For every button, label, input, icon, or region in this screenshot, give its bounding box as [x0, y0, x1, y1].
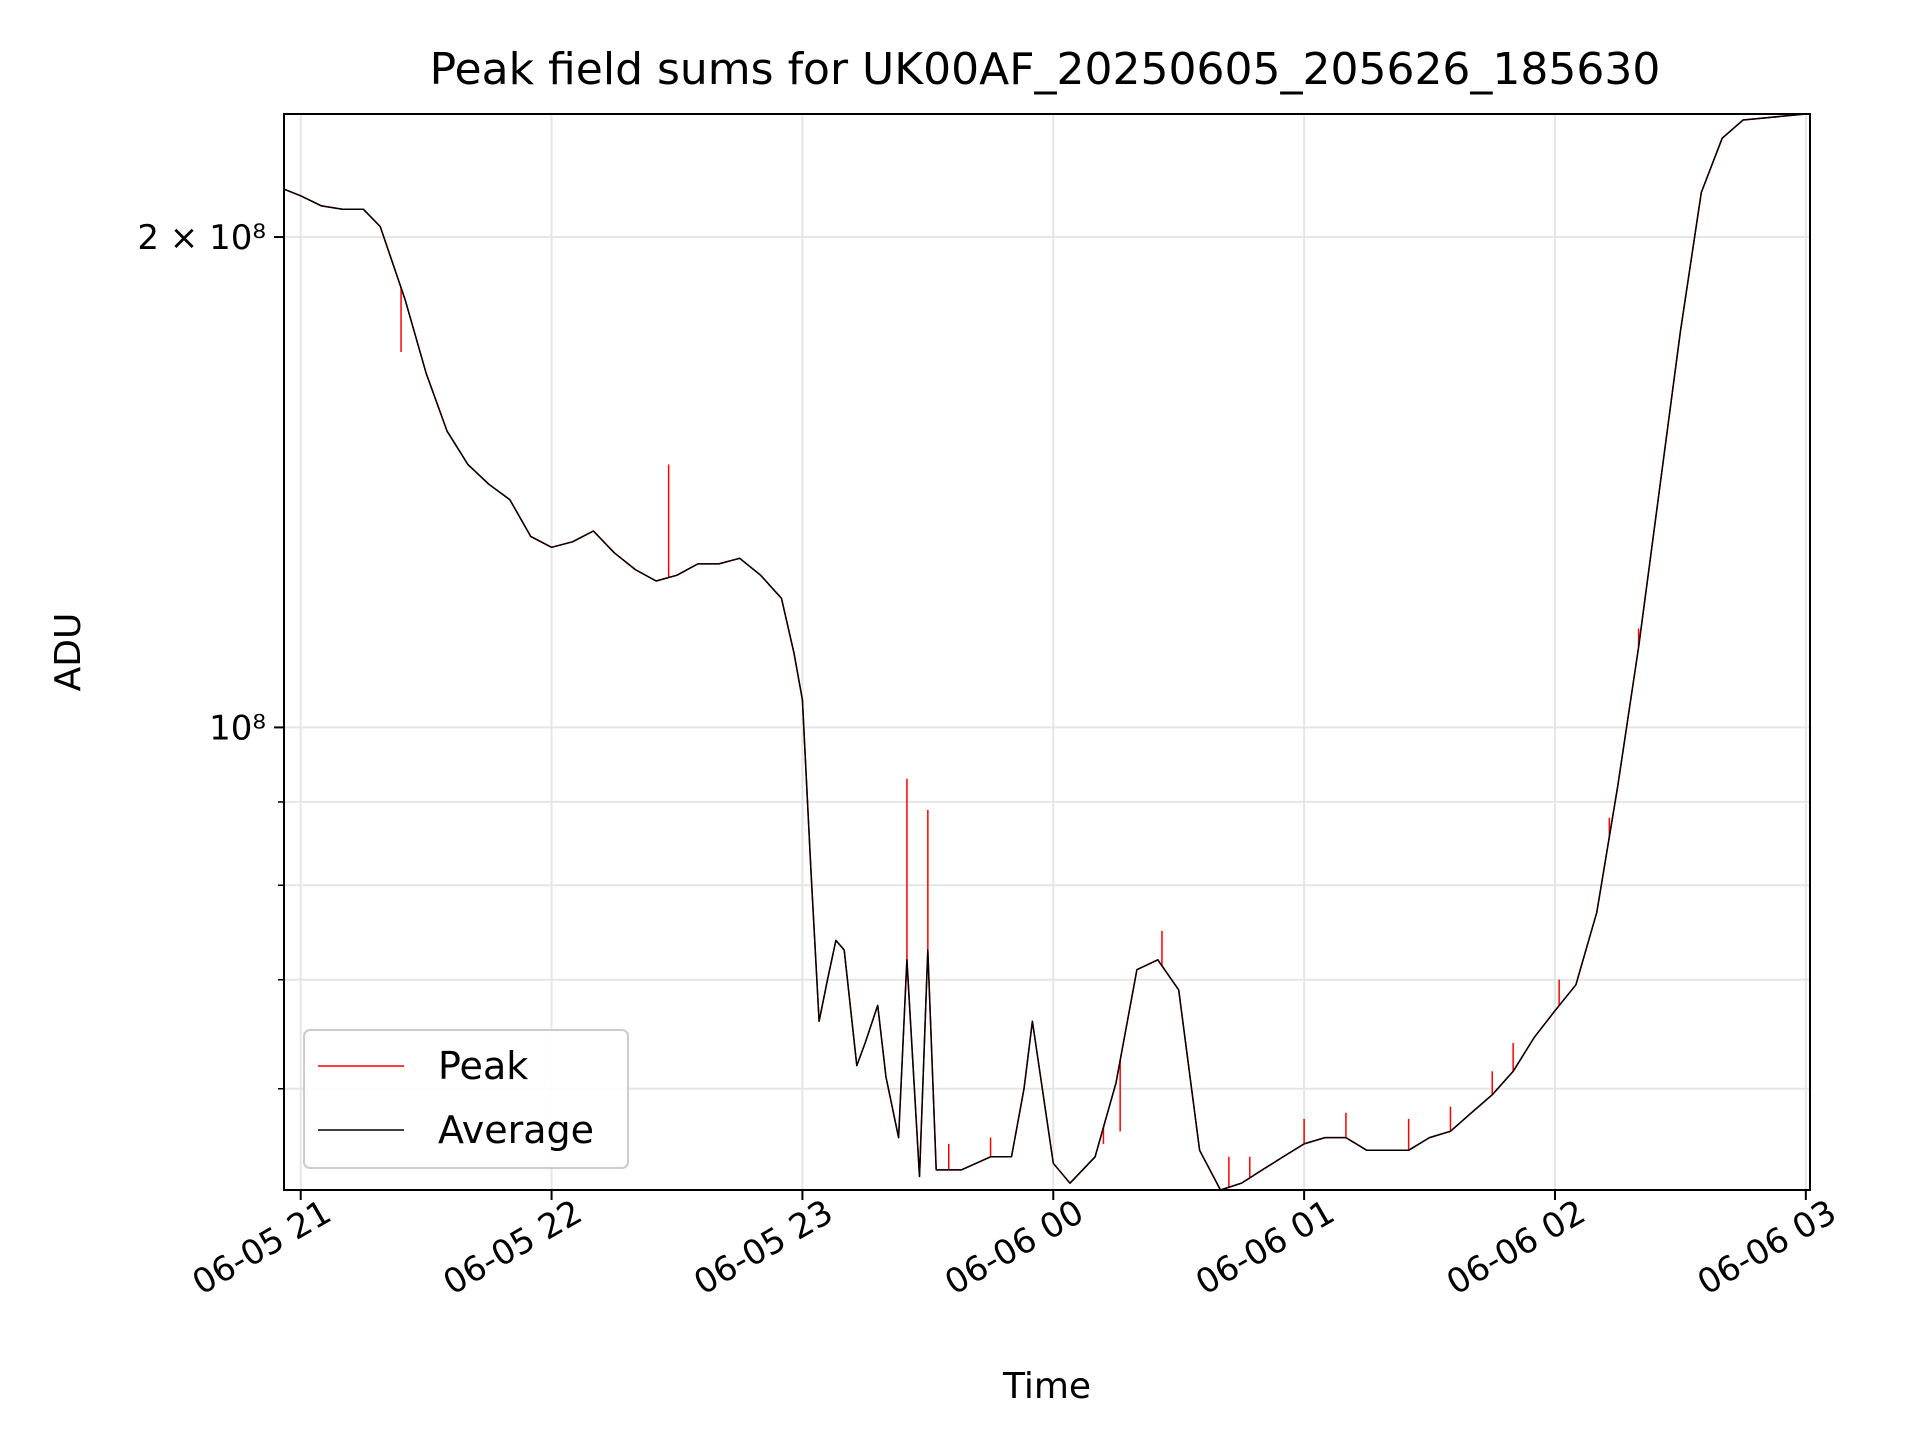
x-axis-label: Time [1002, 1366, 1091, 1407]
legend-label-peak: Peak [438, 1044, 528, 1088]
legend-label-average: Average [438, 1108, 594, 1152]
legend-box [303, 1029, 629, 1169]
chart-title: Peak field sums for UK00AF_20250605_2056… [430, 44, 1661, 95]
y-tick-label: 2 × 10⁸ [137, 218, 266, 258]
plot-frame [283, 113, 1811, 1191]
y-axis-label: ADU [48, 613, 89, 692]
y-axis: 2 × 10⁸ 10⁸ [137, 218, 284, 1090]
series-layer [283, 113, 1806, 1191]
grid-lines [284, 114, 1810, 1190]
legend: Peak Average [303, 1029, 629, 1169]
average-series-line [283, 113, 1806, 1191]
y-tick-label: 10⁸ [209, 708, 266, 748]
